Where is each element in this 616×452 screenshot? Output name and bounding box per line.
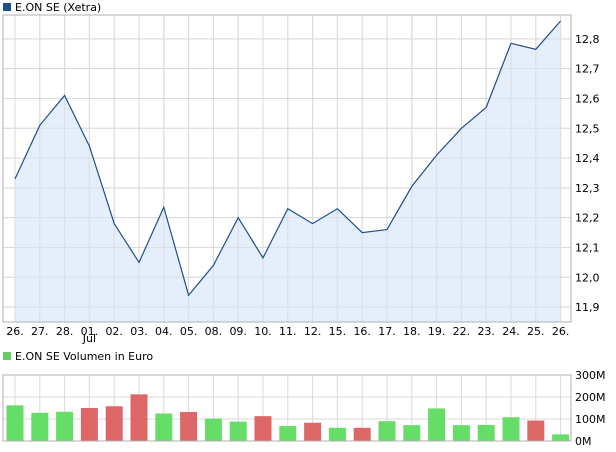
price-x-tick-label: 09. [229,325,247,338]
volume-plot-border [2,374,572,442]
price-y-axis: 12,8 12,7 12,6 12,5 12,4 12,3 12,2 12,1 12,0 11,9 [575,33,600,314]
volume-y-tick-label: 300M [575,369,606,382]
price-y-tick-label: 11,9 [575,301,600,314]
volume-legend-label: E.ON SE Volumen in Euro [15,350,153,363]
volume-bar [477,424,495,441]
volume-bar [80,408,98,441]
volume-bar [452,425,470,441]
price-x-tick-label: 26. [6,325,24,338]
price-legend-swatch [3,3,11,11]
price-y-tick-label: 12,0 [575,271,600,284]
price-y-tick-label: 12,2 [575,212,600,225]
price-y-tick-label: 12,1 [575,241,600,254]
price-x-tick-label: 25. [527,325,545,338]
price-x-tick-label: 11. [279,325,297,338]
volume-panel: E.ON SE Volumen in Euro 300M 200M 100M 0M [2,350,606,448]
price-y-tick-label: 12,7 [575,63,600,76]
price-x-tick-label: 26. [552,325,570,338]
price-x-tick-label: 19. [428,325,446,338]
price-x-tick-label: 28. [56,325,74,338]
price-x-tick-label: 18. [403,325,421,338]
price-y-tick-label: 12,4 [575,152,600,165]
price-x-tick-label: 16. [353,325,371,338]
price-x-tick-label: 02. [105,325,123,338]
volume-bar [6,405,24,441]
price-x-tick-label: 04. [155,325,173,338]
volume-bar [229,421,247,441]
price-x-tick-label: 08. [205,325,223,338]
price-x-tick-label: 23. [477,325,495,338]
price-area-fill [15,21,561,322]
volume-bar [31,412,49,441]
volume-bar [105,406,123,441]
price-x-tick-label: 01. [81,325,99,338]
price-series [3,15,571,322]
price-x-tick-label: 12. [304,325,322,338]
volume-bar [254,416,272,441]
price-x-axis: 26. 27. 28. 01. 02. 03. 04. 05. 08. 09. 10. 11. 12. 1… [6,325,569,338]
volume-bar [502,417,520,441]
volume-bar [353,427,371,441]
volume-bar [304,422,322,441]
volume-y-axis: 300M 200M 100M 0M [575,369,606,448]
volume-bar [527,420,545,441]
volume-bar [130,394,148,441]
price-legend-label: E.ON SE (Xetra) [15,1,101,14]
price-panel: E.ON SE (Xetra) 26. 27. 28. 01. 02. 03. 04. 05.… [2,1,600,345]
price-y-tick-label: 12,5 [575,122,600,135]
volume-bar [279,426,297,441]
volume-y-tick-label: 100M [575,413,606,426]
price-x-tick-label: 03. [130,325,148,338]
volume-bar [428,408,446,441]
price-x-tick-label: 22. [453,325,471,338]
price-y-tick-label: 12,3 [575,182,600,195]
x-month-sublabel: Jul [82,332,96,345]
price-y-tick-label: 12,6 [575,92,600,105]
volume-bar [180,411,198,441]
volume-bar [328,427,346,441]
price-line [14,20,562,297]
price-x-tick-label: 17. [378,325,396,338]
price-y-tick-label: 12,8 [575,33,600,46]
volume-bar [155,413,173,441]
price-plot-border [2,14,572,323]
volume-y-tick-label: 0M [575,435,592,448]
price-x-tick-label: 05. [180,325,198,338]
price-x-tick-label: 24. [502,325,520,338]
price-x-tick-label: 15. [329,325,347,338]
volume-bar [552,434,570,441]
price-x-tick-label: 27. [31,325,49,338]
volume-legend-swatch [3,352,11,360]
volume-bar [204,418,222,441]
volume-bar [378,421,396,441]
volume-bars [6,394,570,441]
volume-bar [403,425,421,441]
volume-bar [56,411,74,441]
price-x-tick-label: 10. [254,325,272,338]
volume-y-tick-label: 200M [575,391,606,404]
